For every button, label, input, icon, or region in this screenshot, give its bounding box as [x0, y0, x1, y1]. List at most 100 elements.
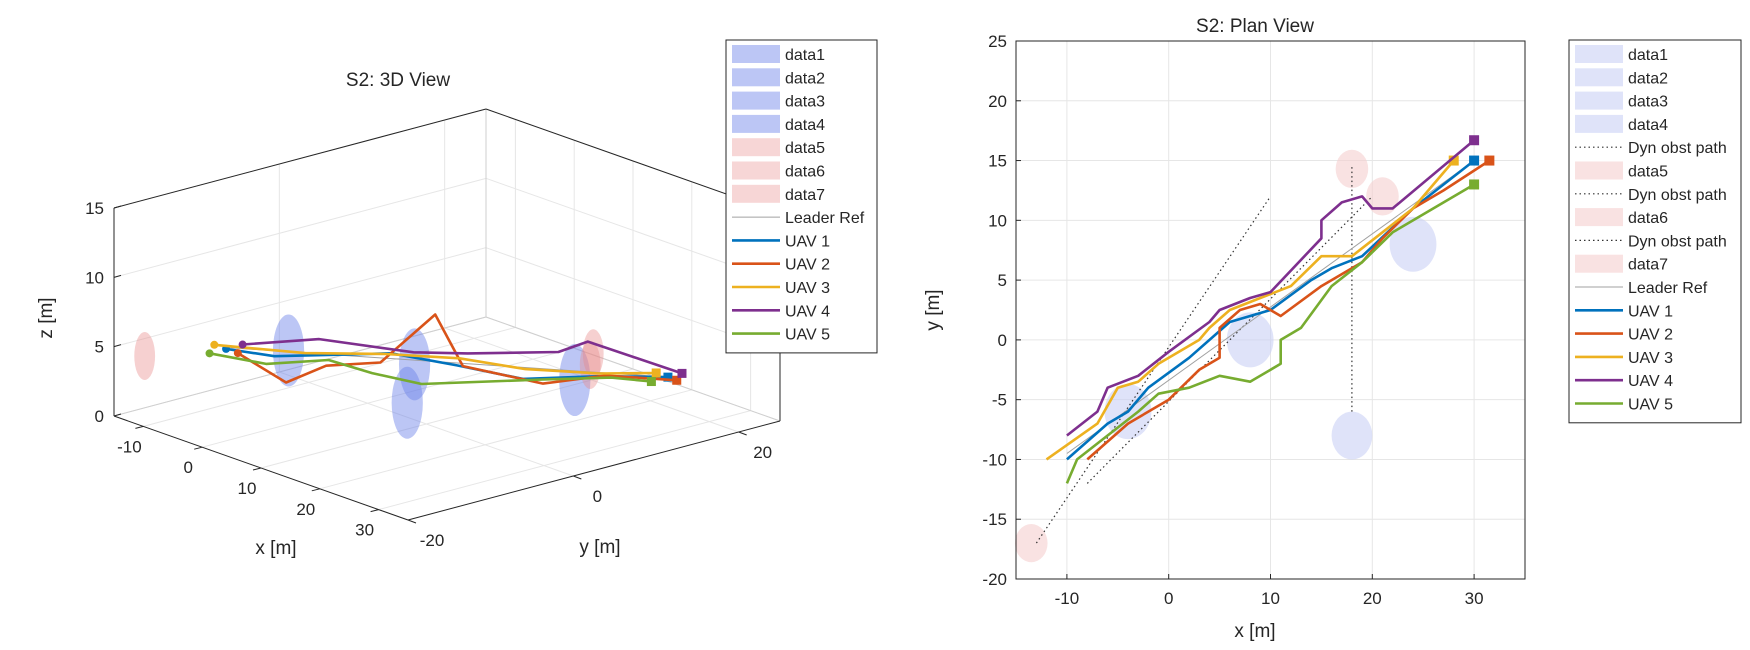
- legend-item: Dyn obst path: [1575, 187, 1727, 204]
- legend-label: Leader Ref: [1628, 280, 1708, 297]
- legend-item: data1: [732, 45, 825, 64]
- legend-item: UAV 4: [732, 303, 830, 320]
- legend-item: data3: [1575, 91, 1668, 111]
- legend-label: Dyn obst path: [1628, 140, 1727, 157]
- obstacle-data2: [1226, 312, 1274, 368]
- x-tick-mark: [311, 488, 320, 492]
- legend-item: UAV 2: [732, 257, 830, 274]
- path-uav-1: [1066, 159, 1475, 461]
- legend-label: data5: [785, 140, 825, 157]
- legend-swatch: [732, 138, 780, 157]
- legend-item: data7: [1575, 254, 1668, 274]
- end-marker: [1469, 155, 1480, 166]
- legend-swatch: [1575, 114, 1623, 133]
- legend-label: UAV 1: [785, 233, 830, 250]
- y-tick-label: 20: [753, 443, 772, 462]
- box-edge: [113, 108, 487, 209]
- x-tick-label: 10: [1261, 589, 1280, 608]
- legend-item: UAV 1: [1575, 303, 1673, 320]
- y-tick-label: 0: [593, 487, 602, 506]
- legend-label: UAV 4: [1628, 373, 1673, 390]
- z-tick-label: 5: [95, 338, 104, 357]
- legend-plan-view: data1 data2 data3 data4 Dyn obst path data5 Dy…: [1568, 39, 1742, 424]
- legend-swatch: [1575, 254, 1623, 273]
- x-tick-label: 0: [1164, 589, 1173, 608]
- legend-label: data7: [1628, 257, 1668, 274]
- 3d-flight-paths: [205, 313, 687, 387]
- plan-dynamic-paths: [1035, 166, 1373, 544]
- x-tick-mark: [252, 467, 262, 471]
- legend-item: data4: [732, 114, 825, 134]
- grid-floor-y: [444, 327, 739, 433]
- path-uav-4: [242, 337, 683, 375]
- legend-label: Dyn obst path: [1628, 233, 1727, 250]
- z-tick-mark: [113, 344, 122, 348]
- y-tick-label: 20: [988, 92, 1007, 111]
- legend-swatch: [1575, 45, 1623, 63]
- chart-3d-z-label: z [m]: [36, 297, 57, 338]
- x-tick-label: 20: [296, 500, 315, 519]
- path-uav-5: [1065, 183, 1475, 484]
- legend-label: UAV 3: [1628, 350, 1673, 367]
- y-tick-label: 15: [988, 152, 1007, 171]
- legend-swatch: [732, 91, 780, 110]
- legend-label: data4: [785, 117, 825, 134]
- legend-item: Leader Ref: [732, 210, 865, 227]
- legend-item: data3: [732, 91, 825, 111]
- x-tick-mark: [370, 509, 379, 513]
- y-tick-label: 25: [988, 32, 1007, 51]
- y-tick-label: -20: [982, 570, 1007, 589]
- x-tick-mark: [194, 446, 203, 450]
- end-marker: [651, 368, 661, 378]
- y-tick-mark: [407, 519, 417, 524]
- y-tick-mark: [738, 431, 747, 436]
- legend-swatch: [1575, 161, 1623, 180]
- chart-3d-view: -10 0 10 20 30 -20 0 20 0 5 10 15 S2: 3D View x [m]…: [36, 70, 781, 559]
- legend-label: UAV 5: [1628, 397, 1673, 414]
- legend-swatch: [732, 161, 780, 180]
- y-tick-label: -5: [992, 391, 1007, 410]
- legend-item: UAV 5: [732, 327, 830, 344]
- legend-item: UAV 5: [1575, 397, 1673, 414]
- legend-item: data4: [1575, 114, 1668, 134]
- obstacle-data3: [391, 366, 423, 439]
- plan-flight-paths: [1045, 135, 1495, 484]
- legend-label: UAV 1: [1628, 303, 1673, 320]
- grid-floor-x: [143, 326, 516, 427]
- legend-item: Dyn obst path: [1575, 140, 1727, 157]
- legend-label: UAV 3: [785, 280, 830, 297]
- obstacle-data2: [398, 328, 431, 401]
- z-tick-label: 15: [85, 199, 104, 218]
- x-tick-label: 0: [183, 458, 192, 477]
- 3d-tick-labels: -10 0 10 20 30 -20 0 20 0 5 10 15: [85, 199, 772, 550]
- legend-label: Leader Ref: [785, 210, 865, 227]
- obstacle-data3: [1331, 411, 1373, 460]
- obstacle-data5: [134, 332, 156, 381]
- end-marker: [646, 377, 656, 387]
- grid-wall-z: [113, 247, 487, 348]
- legend-swatch: [732, 184, 780, 203]
- end-marker: [663, 372, 673, 382]
- legend-item: UAV 3: [732, 280, 830, 297]
- path-uav-4: [1066, 139, 1475, 437]
- legend-item: Dyn obst path: [1575, 233, 1727, 250]
- legend-item: UAV 3: [1575, 350, 1673, 367]
- legend-label: data3: [1628, 94, 1668, 111]
- legend-swatch: [732, 114, 780, 133]
- path-uav-3: [1045, 159, 1455, 461]
- chart-plan-title: S2: Plan View: [1196, 16, 1314, 37]
- y-tick-label: -20: [420, 531, 445, 550]
- legend-swatch: [1575, 91, 1623, 110]
- legend-item: data6: [1575, 208, 1668, 227]
- legend-label: data1: [785, 47, 825, 64]
- end-marker: [672, 375, 682, 385]
- legend-item: UAV 2: [1575, 327, 1673, 344]
- legend-label: data4: [1628, 117, 1668, 134]
- legend-box: [725, 39, 878, 354]
- 3d-grid-lines: [113, 108, 781, 521]
- x-tick-label: 10: [238, 479, 257, 498]
- legend-label: UAV 2: [785, 257, 830, 274]
- y-tick-label: 0: [998, 331, 1007, 350]
- box-edge-hidden: [113, 316, 487, 417]
- legend-label: UAV 5: [785, 327, 830, 344]
